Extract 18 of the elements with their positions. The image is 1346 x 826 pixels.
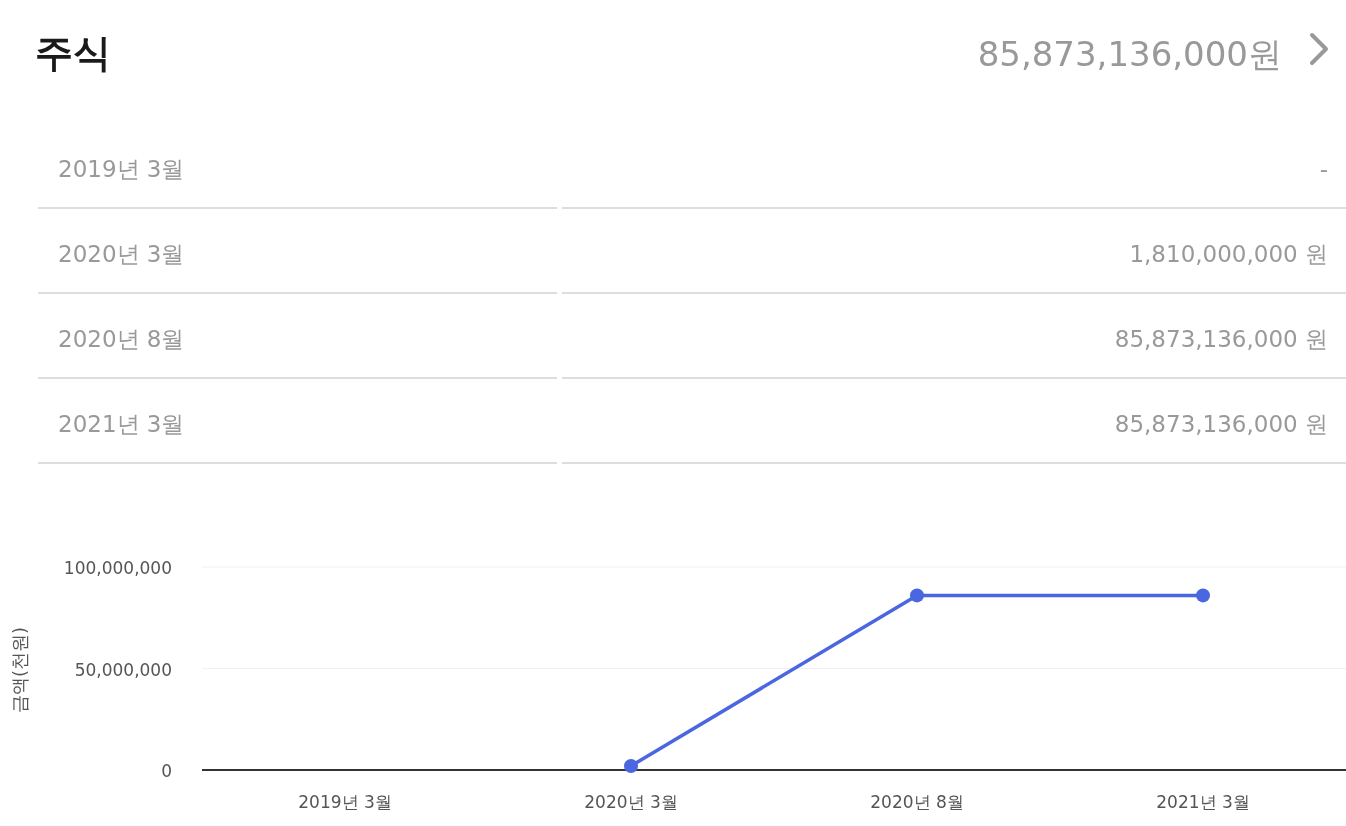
x-tick-label: 2019년 3월: [298, 792, 392, 812]
subtitle: 85,873,136,000원: [977, 34, 1282, 74]
title: 주식: [35, 31, 111, 75]
text: 85,873,136,000 원: [1114, 326, 1328, 352]
category-label: 2020년 3월: [58, 241, 185, 267]
category-label: 2020년 8월: [58, 326, 185, 352]
x-tick-label: 2020년 3월: [584, 792, 678, 812]
text: 1,810,000,000 원: [1129, 241, 1328, 267]
y-tick-label: 100,000,000: [63, 558, 172, 578]
category-label: 2021년 3월: [58, 411, 185, 437]
text: -: [1319, 156, 1328, 182]
y-tick-label: 50,000,000: [74, 659, 172, 680]
ylabel: 금액(천원): [9, 627, 30, 713]
y-tick-label: 0: [161, 761, 172, 781]
x-tick-label: 2021년 3월: [1156, 792, 1250, 812]
category-label: 2019년 3월: [58, 156, 185, 182]
x-tick-label: 2020년 8월: [870, 792, 964, 812]
text: 85,873,136,000 원: [1114, 411, 1328, 437]
